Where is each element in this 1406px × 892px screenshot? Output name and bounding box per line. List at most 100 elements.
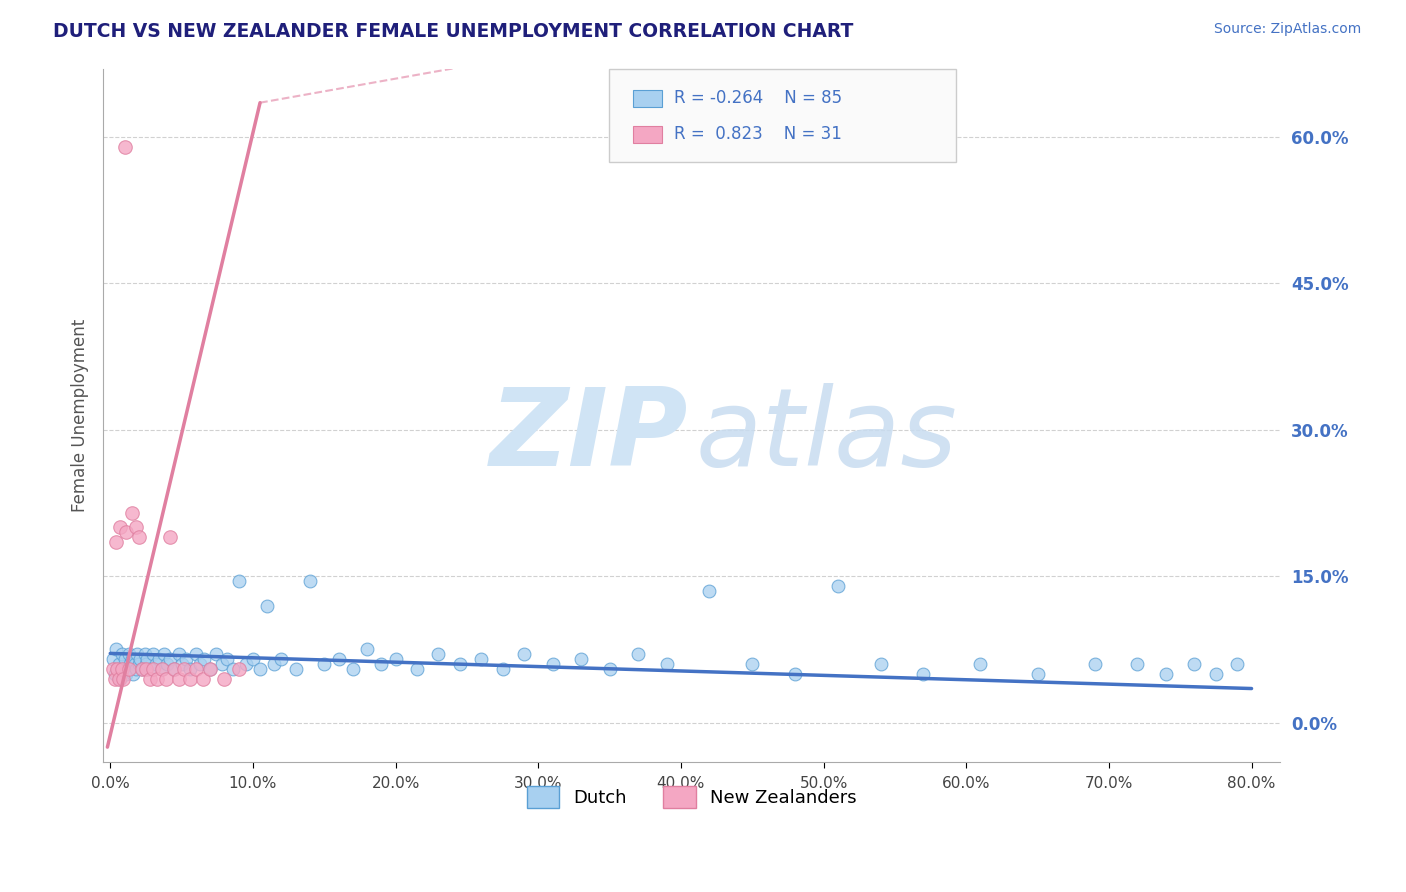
Text: atlas: atlas — [695, 384, 957, 489]
Point — [235, 657, 257, 672]
Text: DUTCH VS NEW ZEALANDER FEMALE UNEMPLOYMENT CORRELATION CHART: DUTCH VS NEW ZEALANDER FEMALE UNEMPLOYME… — [53, 22, 853, 41]
FancyBboxPatch shape — [609, 69, 956, 162]
Point — [122, 666, 145, 681]
Point — [163, 662, 186, 676]
Point — [1084, 657, 1107, 672]
Point — [1126, 657, 1149, 672]
Point — [136, 652, 159, 666]
Point — [205, 648, 228, 662]
Point — [128, 657, 150, 672]
Point — [211, 657, 233, 672]
Point — [128, 530, 150, 544]
Point — [270, 652, 292, 666]
Point — [249, 662, 271, 676]
Point — [148, 652, 170, 666]
Point — [1226, 657, 1249, 672]
Point — [179, 662, 201, 676]
Point — [170, 657, 193, 672]
Point — [370, 657, 392, 672]
Point — [256, 599, 278, 613]
Point — [827, 579, 849, 593]
Point — [101, 652, 124, 666]
Text: Source: ZipAtlas.com: Source: ZipAtlas.com — [1213, 22, 1361, 37]
Point — [541, 657, 564, 672]
Point — [699, 583, 721, 598]
Legend: Dutch, New Zealanders: Dutch, New Zealanders — [519, 779, 863, 815]
Point — [111, 662, 134, 676]
Point — [427, 648, 450, 662]
Point — [214, 672, 236, 686]
Point — [356, 642, 378, 657]
Point — [114, 139, 136, 153]
Point — [146, 672, 169, 686]
Point — [174, 652, 197, 666]
Point — [142, 648, 165, 662]
Point — [121, 652, 143, 666]
Point — [449, 657, 471, 672]
Point — [134, 648, 156, 662]
Text: R =  0.823    N = 31: R = 0.823 N = 31 — [673, 126, 842, 144]
Point — [328, 652, 350, 666]
Point — [142, 662, 165, 676]
Point — [470, 652, 492, 666]
Point — [188, 657, 211, 672]
Point — [217, 652, 239, 666]
Point — [191, 672, 214, 686]
Point — [112, 662, 135, 676]
Point — [599, 662, 621, 676]
Point — [184, 662, 207, 676]
Point — [314, 657, 336, 672]
Point — [129, 652, 152, 666]
Point — [114, 652, 136, 666]
Point — [125, 662, 148, 676]
Point — [406, 662, 429, 676]
Text: R = -0.264    N = 85: R = -0.264 N = 85 — [673, 89, 842, 107]
Point — [655, 657, 678, 672]
Point — [284, 662, 307, 676]
Point — [228, 574, 250, 588]
Point — [153, 648, 176, 662]
Point — [104, 642, 127, 657]
Point — [101, 662, 124, 676]
Point — [110, 672, 132, 686]
Point — [105, 662, 128, 676]
Point — [156, 657, 179, 672]
Point — [198, 662, 221, 676]
Point — [124, 657, 146, 672]
Point — [110, 520, 132, 534]
Point — [103, 672, 125, 686]
Point — [193, 652, 215, 666]
Point — [342, 662, 364, 676]
Point — [135, 657, 157, 672]
Point — [131, 662, 153, 676]
Point — [384, 652, 406, 666]
Point — [112, 672, 135, 686]
Point — [569, 652, 592, 666]
Point — [263, 657, 285, 672]
Point — [173, 662, 195, 676]
Point — [969, 657, 991, 672]
Y-axis label: Female Unemployment: Female Unemployment — [72, 318, 89, 512]
Point — [167, 648, 190, 662]
Point — [127, 648, 149, 662]
Point — [121, 506, 143, 520]
Point — [783, 666, 806, 681]
Point — [228, 662, 250, 676]
Point — [1154, 666, 1177, 681]
Point — [184, 648, 207, 662]
Point — [105, 662, 128, 676]
Point — [491, 662, 513, 676]
Point — [120, 657, 142, 672]
Point — [150, 662, 173, 676]
Point — [139, 662, 162, 676]
Point — [115, 666, 138, 681]
Point — [108, 657, 131, 672]
Point — [179, 672, 201, 686]
Point — [108, 672, 131, 686]
FancyBboxPatch shape — [633, 90, 662, 107]
Text: ZIP: ZIP — [489, 383, 688, 489]
Point — [118, 662, 141, 676]
FancyBboxPatch shape — [633, 126, 662, 143]
Point — [167, 672, 190, 686]
Point — [115, 525, 138, 540]
